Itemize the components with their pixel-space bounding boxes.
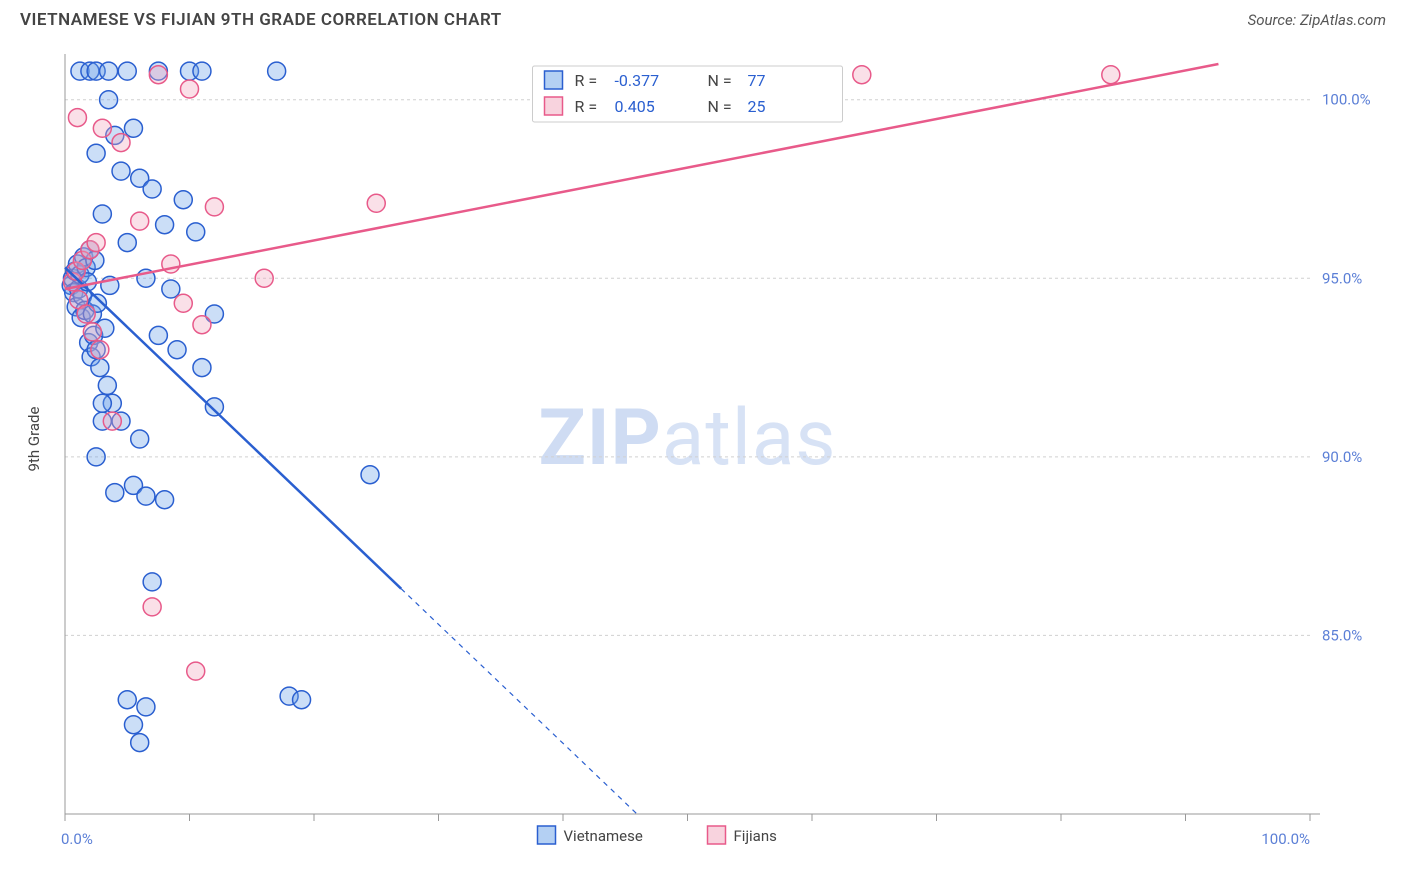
data-point — [1102, 66, 1120, 84]
x-min-label: 0.0% — [61, 830, 93, 848]
legend-r-value: 0.405 — [615, 97, 655, 116]
data-point — [205, 398, 223, 416]
data-point — [187, 223, 205, 241]
data-point — [93, 119, 111, 137]
y-tick-label: 95.0% — [1322, 269, 1362, 287]
data-point — [68, 109, 86, 127]
legend-swatch — [545, 97, 563, 115]
data-point — [124, 716, 142, 734]
data-point — [103, 412, 121, 430]
data-point — [293, 691, 311, 709]
trend-line-extension — [401, 589, 637, 814]
data-point — [131, 212, 149, 230]
legend-n-value: 25 — [748, 97, 766, 116]
data-point — [131, 430, 149, 448]
data-point — [112, 134, 130, 152]
chart-header: VIETNAMESE VS FIJIAN 9TH GRADE CORRELATI… — [0, 0, 1406, 36]
data-point — [87, 144, 105, 162]
chart-container: ZIPatlas 85.0% 90.0% 95.0% 100.0% 0.0% 100.0% 9… — [20, 44, 1386, 876]
data-point — [137, 487, 155, 505]
data-point — [255, 269, 273, 287]
data-point — [187, 662, 205, 680]
legend-series-name: Fijians — [734, 827, 777, 845]
data-point — [149, 66, 167, 84]
y-tick-label: 85.0% — [1322, 626, 1362, 644]
data-point — [98, 376, 116, 394]
data-point — [174, 294, 192, 312]
data-point — [193, 62, 211, 80]
data-point — [367, 194, 385, 212]
legend-swatch — [545, 71, 563, 89]
legend-r-value: -0.377 — [615, 71, 660, 90]
data-point — [193, 359, 211, 377]
source-name: ZipAtlas.com — [1300, 11, 1386, 29]
legend-r-label: R = — [575, 97, 598, 116]
data-point — [112, 162, 130, 180]
data-point — [361, 466, 379, 484]
source-prefix: Source: — [1248, 11, 1300, 29]
source-attribution: Source: ZipAtlas.com — [1248, 11, 1386, 29]
data-point — [91, 359, 109, 377]
data-point — [100, 62, 118, 80]
stats-legend: R = -0.377 N = 77 R = 0.405 N = 25 — [533, 66, 843, 122]
data-point — [87, 234, 105, 252]
data-point — [93, 205, 111, 223]
data-point — [77, 305, 95, 323]
legend-n-value: 77 — [748, 71, 766, 90]
data-point — [268, 62, 286, 80]
legend-n-label: N = — [708, 97, 732, 116]
data-point — [118, 234, 136, 252]
data-point — [91, 341, 109, 359]
data-point — [118, 691, 136, 709]
x-max-label: 100.0% — [1261, 830, 1310, 848]
watermark: ZIPatlas — [538, 393, 836, 484]
data-point — [83, 323, 101, 341]
correlation-scatter-chart: ZIPatlas 85.0% 90.0% 95.0% 100.0% 0.0% 100.0% 9… — [20, 44, 1386, 876]
data-point — [143, 573, 161, 591]
data-point — [162, 280, 180, 298]
data-point — [87, 448, 105, 466]
data-point — [118, 62, 136, 80]
data-point — [156, 216, 174, 234]
legend-r-label: R = — [575, 71, 598, 90]
data-point — [181, 80, 199, 98]
data-point — [143, 180, 161, 198]
data-point — [143, 598, 161, 616]
legend-swatch — [708, 826, 726, 844]
data-point — [137, 698, 155, 716]
data-point — [106, 484, 124, 502]
y-tick-label: 90.0% — [1322, 448, 1362, 466]
data-point — [168, 341, 186, 359]
legend-series-name: Vietnamese — [564, 827, 643, 845]
y-axis-title: 9th Grade — [25, 407, 43, 472]
data-point — [93, 394, 111, 412]
y-tick-label: 100.0% — [1322, 91, 1371, 109]
data-point — [100, 91, 118, 109]
data-point — [193, 316, 211, 334]
data-point — [174, 191, 192, 209]
data-point — [156, 491, 174, 509]
data-point — [124, 119, 142, 137]
legend-n-label: N = — [708, 71, 732, 90]
data-point — [205, 198, 223, 216]
chart-title: VIETNAMESE VS FIJIAN 9TH GRADE CORRELATI… — [20, 10, 502, 30]
data-point — [149, 326, 167, 344]
data-point — [853, 66, 871, 84]
data-point — [131, 734, 149, 752]
legend-swatch — [538, 826, 556, 844]
